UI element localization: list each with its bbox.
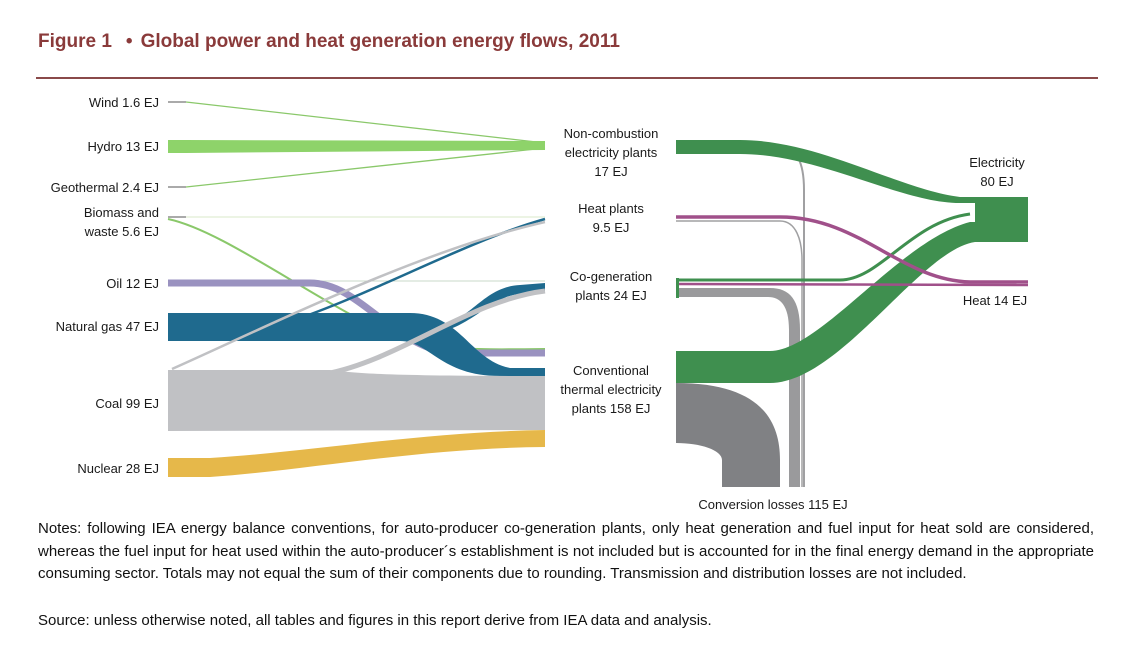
label-natural-gas: Natural gas 47 EJ <box>56 319 159 334</box>
flow-gas-heat <box>299 217 546 320</box>
figure-source: Source: unless otherwise noted, all tabl… <box>38 612 712 629</box>
flow-geothermal <box>185 147 546 188</box>
label-hydro: Hydro 13 EJ <box>87 139 159 154</box>
source-flows <box>167 101 546 477</box>
label-noncomb-line2: electricity plants <box>565 145 658 160</box>
flow-gas-cogen <box>400 283 545 334</box>
title-bullet: • <box>125 31 133 52</box>
label-conversion-losses: Conversion losses 115 EJ <box>698 497 847 512</box>
flow-cogen-heat <box>675 282 1029 287</box>
flow-wind <box>185 101 546 144</box>
flow-noncomb-electricity <box>676 140 1028 203</box>
label-conventional-line2: thermal electricity <box>560 382 662 397</box>
label-noncomb-line1: Non-combustion <box>564 126 659 141</box>
label-heatplants-line2: 9.5 EJ <box>593 220 630 235</box>
flow-cogen-losses <box>676 288 800 487</box>
node-cogen <box>676 278 679 298</box>
flow-heatplants-heat <box>676 215 1028 284</box>
title-rule <box>36 77 1098 79</box>
label-cogen-line2: plants 24 EJ <box>575 288 647 303</box>
label-nuclear: Nuclear 28 EJ <box>77 461 159 476</box>
label-coal: Coal 99 EJ <box>95 396 159 411</box>
flow-cogen-electricity <box>676 212 971 282</box>
plant-labels: Non-combustion electricity plants 17 EJ … <box>560 126 662 416</box>
label-cogen-line1: Co-generation <box>570 269 652 284</box>
node-electricity <box>975 197 1028 242</box>
flow-coal-conventional <box>168 370 545 431</box>
label-biomass-line1: Biomass and <box>84 205 159 220</box>
figure-number: Figure 1 <box>38 31 112 52</box>
flow-heat-losses <box>676 220 803 487</box>
label-heatplants-line1: Heat plants <box>578 201 644 216</box>
flow-nuclear <box>168 430 545 477</box>
source-ticks <box>168 101 186 218</box>
label-electricity-line1: Electricity <box>969 155 1025 170</box>
figure-notes: Notes: following IEA energy balance conv… <box>38 520 1094 582</box>
flow-hydro <box>168 140 545 153</box>
label-heat: Heat 14 EJ <box>963 293 1027 308</box>
source-labels: Wind 1.6 EJ Hydro 13 EJ Geothermal 2.4 E… <box>51 95 159 476</box>
flow-conventional-electricity <box>676 222 1028 383</box>
figure-title: Figure 1 • Global power and heat generatio… <box>38 31 620 53</box>
label-biomass-line2: waste 5.6 EJ <box>84 224 159 239</box>
label-conventional-line1: Conventional <box>573 363 649 378</box>
label-electricity-line2: 80 EJ <box>980 174 1013 189</box>
label-geothermal: Geothermal 2.4 EJ <box>51 180 159 195</box>
flow-conventional-losses <box>676 383 780 487</box>
label-noncomb-line3: 17 EJ <box>594 164 627 179</box>
flow-coal-heat <box>171 220 546 371</box>
label-wind: Wind 1.6 EJ <box>89 95 159 110</box>
output-flows <box>675 140 1029 487</box>
label-oil: Oil 12 EJ <box>106 276 159 291</box>
figure-title-text: Global power and heat generation energy … <box>140 31 620 52</box>
flow-coal-cogen <box>324 288 546 377</box>
output-labels: Electricity 80 EJ Heat 14 EJ Conversion … <box>698 155 1027 512</box>
label-conventional-line3: plants 158 EJ <box>572 401 651 416</box>
